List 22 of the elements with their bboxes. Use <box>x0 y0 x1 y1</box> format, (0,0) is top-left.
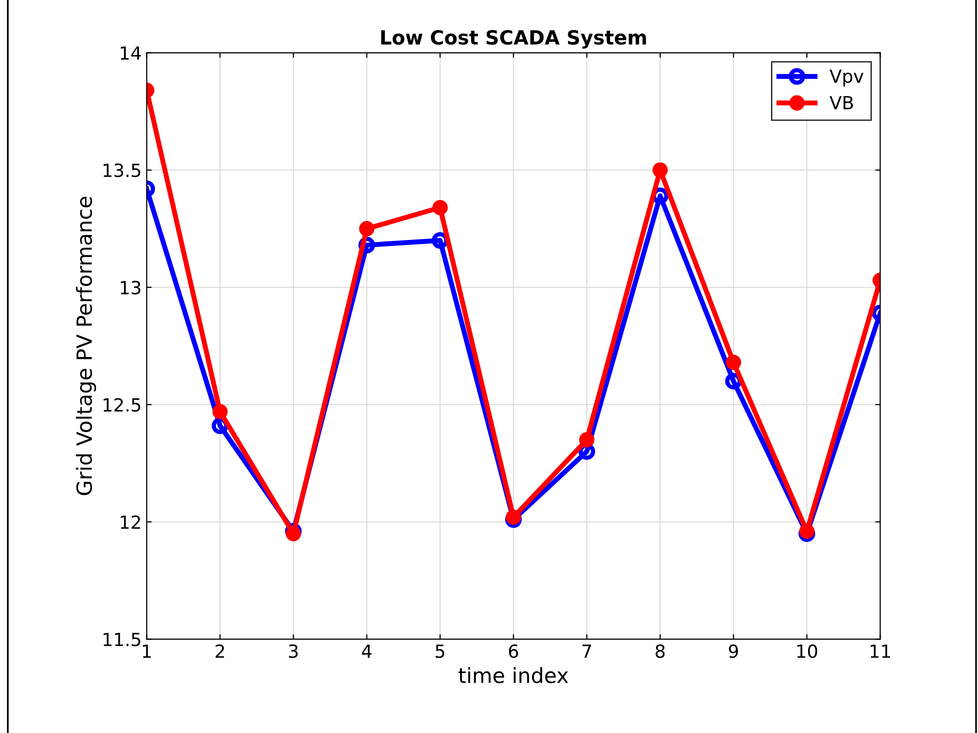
legend-label: Vpv <box>830 70 864 86</box>
x-tick-label: 11 <box>870 644 890 658</box>
legend-label: VB <box>830 96 853 110</box>
x-tick-label: 9 <box>728 644 738 658</box>
x-tick-label: 6 <box>508 644 518 658</box>
x-tick-label: 7 <box>582 644 591 658</box>
y-tick-label: 12 <box>120 515 140 529</box>
x-axis-title: time index <box>458 667 568 684</box>
y-tick-label: 13 <box>120 280 140 294</box>
y-tick-label: 12.5 <box>104 398 140 412</box>
x-tick-label: 1 <box>142 644 151 658</box>
chart-title: Low Cost SCADA System <box>381 30 646 49</box>
y-tick-label: 11.5 <box>104 632 140 646</box>
x-tick-label: 2 <box>216 644 224 658</box>
y-axis-title: Grid Voltage PV Performance <box>76 196 96 496</box>
x-tick-label: 5 <box>436 644 444 658</box>
y-tick-label: 13.5 <box>104 164 140 178</box>
x-tick-label: 10 <box>797 644 818 658</box>
x-tick-label: 3 <box>289 644 298 658</box>
y-tick-label: 14 <box>120 46 141 60</box>
x-tick-label: 4 <box>362 644 372 658</box>
x-tick-label: 8 <box>656 644 665 658</box>
